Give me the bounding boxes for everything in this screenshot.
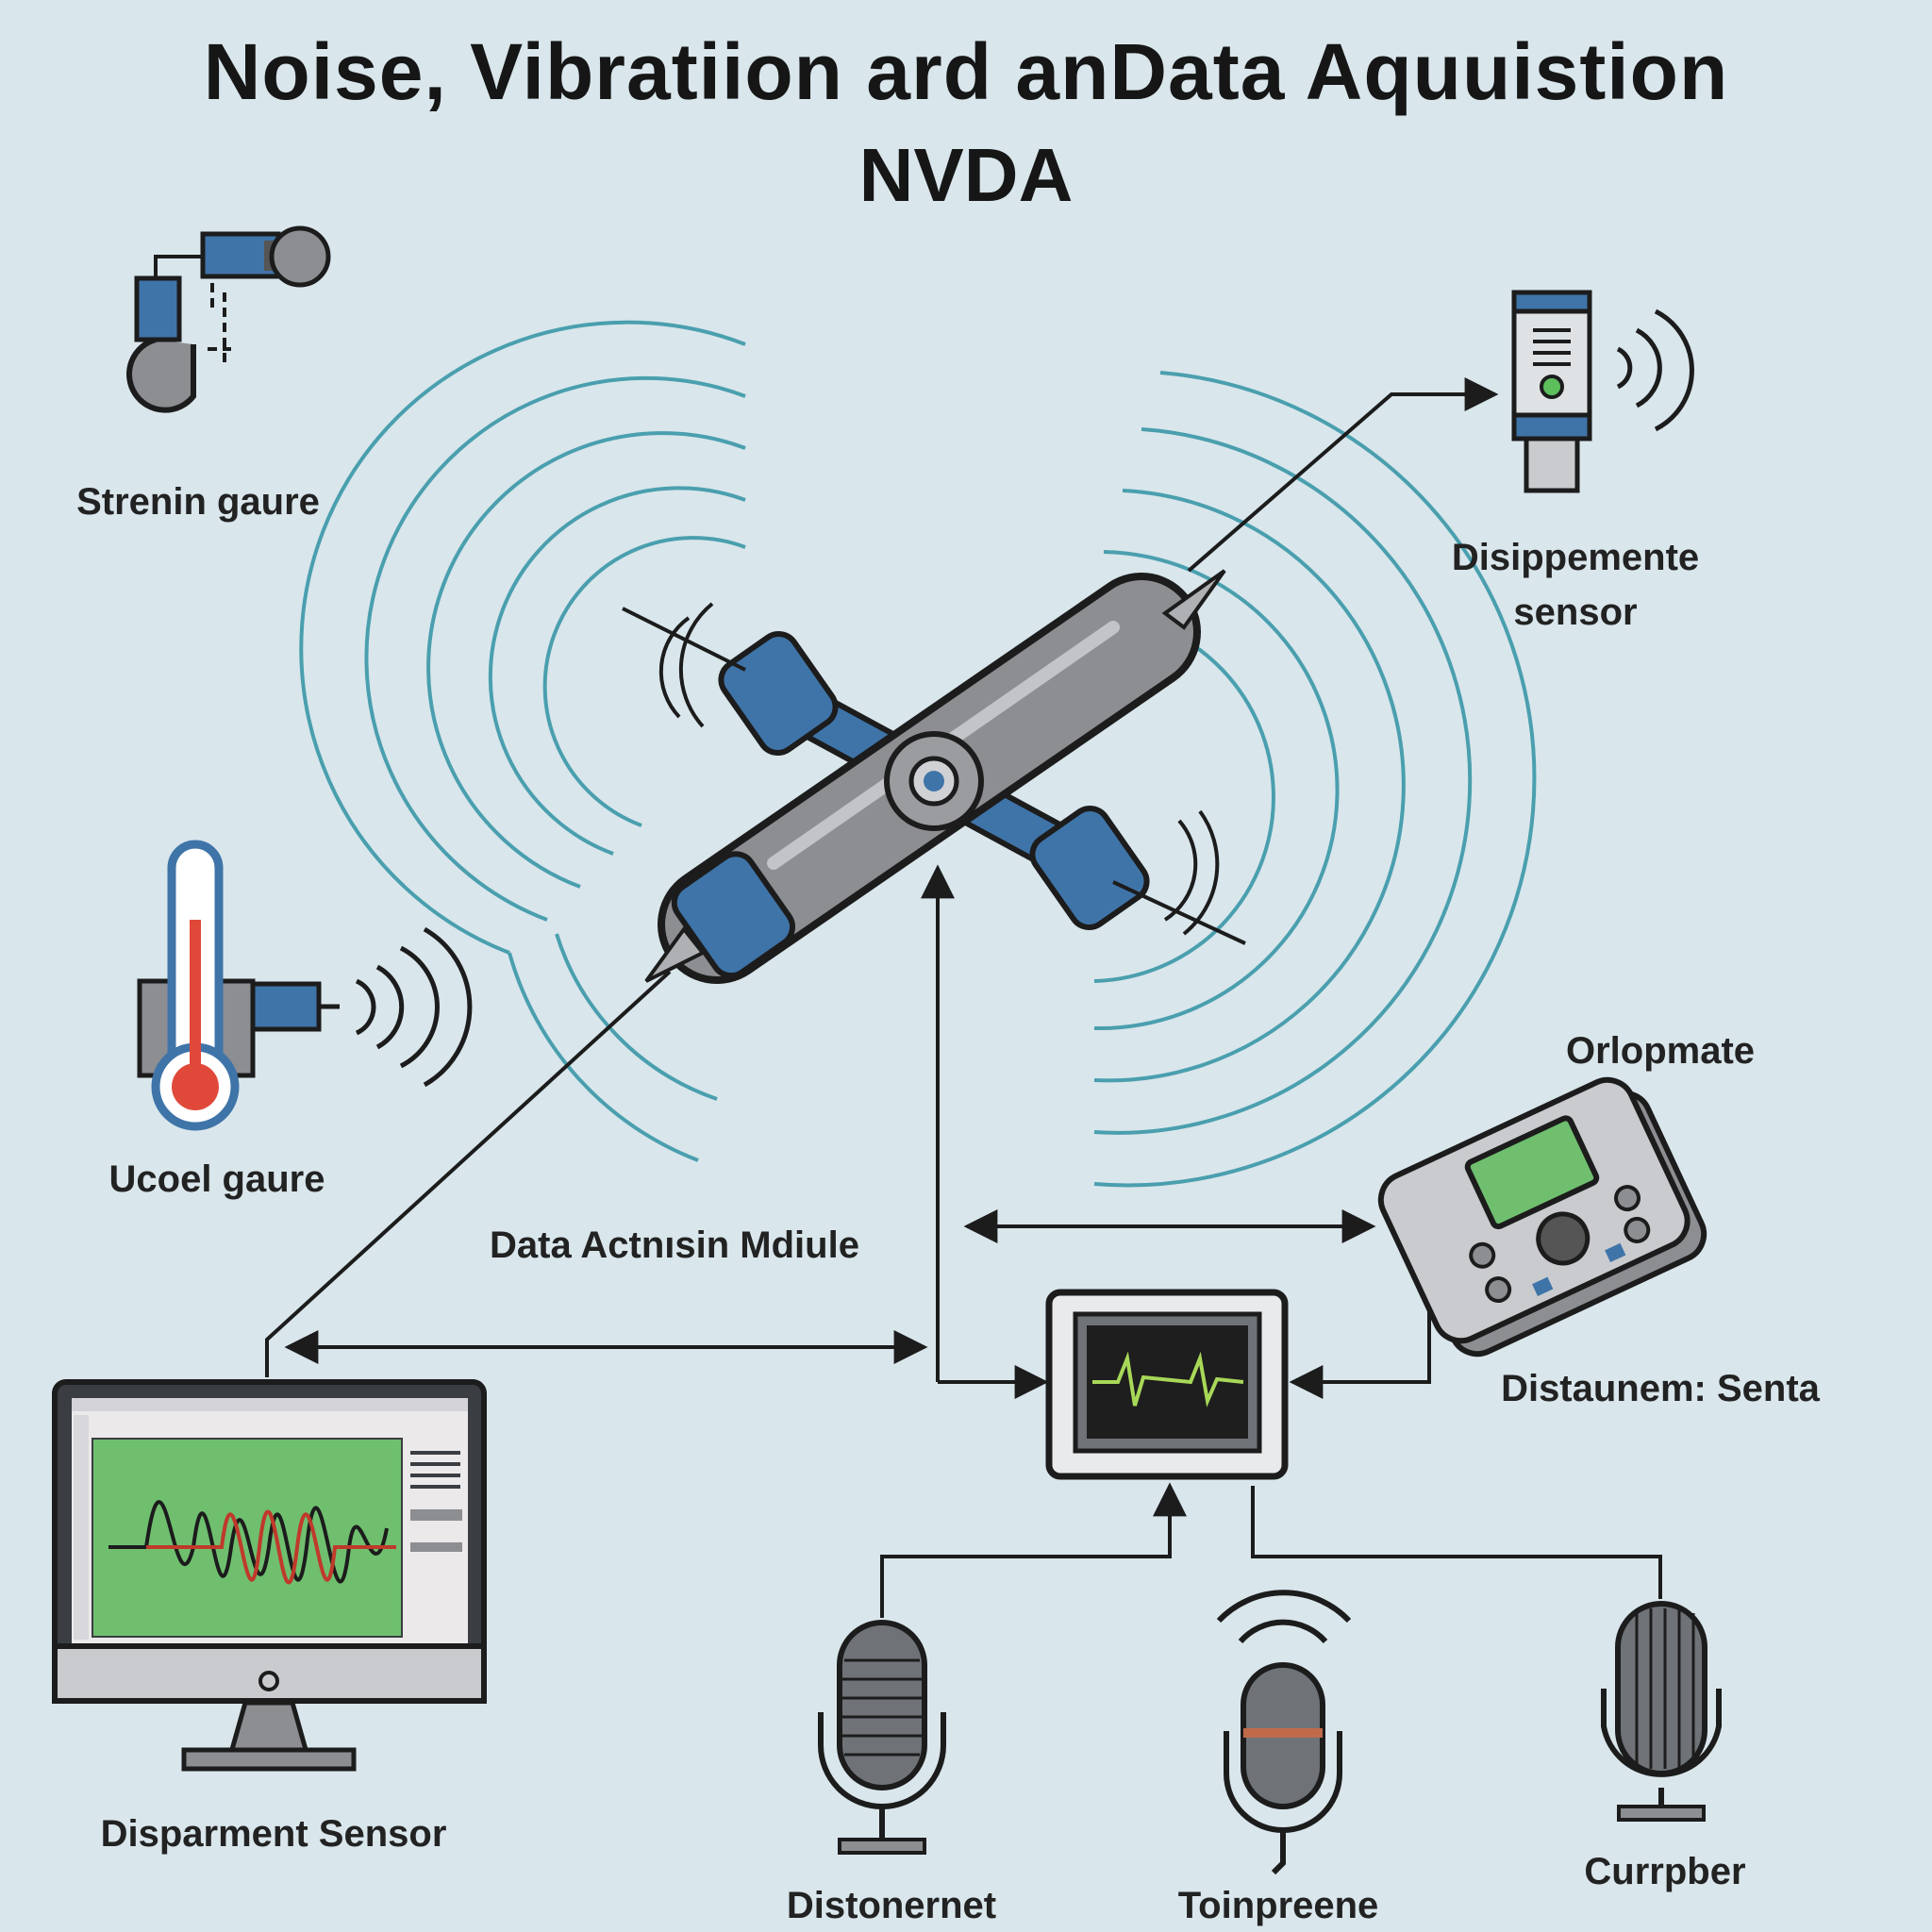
vibration-waves bbox=[299, 320, 1537, 1188]
label-monitor: Disparment Sensor bbox=[100, 1813, 447, 1855]
label-temperature-gauge: Ucoel gaure bbox=[108, 1158, 325, 1200]
handheld-device-icon bbox=[1377, 1076, 1707, 1357]
label-data-module: Data Actnısin Mdiule bbox=[490, 1224, 859, 1266]
desktop-monitor-icon bbox=[52, 1379, 487, 1772]
label-mic-left: Distonernet bbox=[786, 1885, 997, 1926]
microphone-icon bbox=[1216, 1590, 1352, 1875]
strain-gauge-icon bbox=[126, 225, 331, 413]
label-mic-center: Toinpreene bbox=[1177, 1885, 1379, 1926]
label-handheld-device: Orlopmate bbox=[1565, 1030, 1756, 1072]
vibrating-shaker-icon bbox=[622, 569, 1246, 984]
label-displacement-sensor: Disippemente sensor bbox=[1451, 537, 1700, 633]
thermometer-icon bbox=[137, 840, 473, 1131]
page-title: Noise, Vibratiion ard anData Aquuistion bbox=[203, 27, 1729, 116]
displacement-sensor-icon bbox=[1511, 290, 1694, 493]
label-hub-device: Distaunem: Senta bbox=[1501, 1368, 1820, 1409]
microphone-icon bbox=[1601, 1601, 1722, 1822]
connector-lines bbox=[265, 377, 1662, 1618]
label-mic-right: Currpber bbox=[1584, 1851, 1746, 1892]
oscilloscope-hub-icon bbox=[1045, 1289, 1289, 1480]
label-strain-gauge: Strenin gaure bbox=[76, 481, 320, 523]
page-subtitle: NVDA bbox=[858, 133, 1074, 217]
microphone-icon bbox=[818, 1620, 946, 1855]
